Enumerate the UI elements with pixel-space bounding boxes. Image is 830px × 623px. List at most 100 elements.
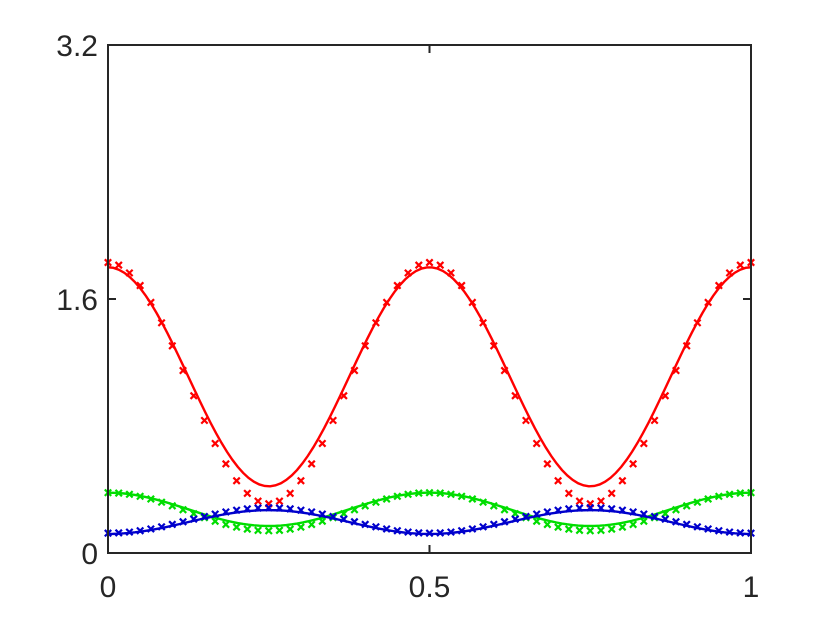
data-point [393, 281, 402, 290]
data-point [543, 520, 552, 529]
data-point [661, 515, 670, 524]
data-point [468, 524, 477, 533]
data-point [264, 503, 273, 512]
data-point [200, 416, 209, 425]
data-point [146, 298, 155, 307]
data-point [457, 526, 466, 535]
data-point [318, 510, 327, 519]
data-point [543, 507, 552, 516]
data-point [350, 517, 359, 526]
data-point [318, 439, 327, 448]
data-point [618, 506, 627, 515]
data-point [221, 520, 230, 529]
data-point [114, 528, 123, 537]
data-point [329, 416, 338, 425]
data-point [596, 526, 605, 535]
data-point [404, 490, 413, 499]
data-point [436, 528, 445, 537]
data-point [532, 510, 541, 519]
data-point [575, 504, 584, 513]
data-point [318, 517, 327, 526]
data-point [286, 504, 295, 513]
data-point [682, 520, 691, 529]
data-point [179, 366, 187, 375]
data-point [436, 489, 445, 498]
data-point [446, 490, 455, 499]
data-point [414, 489, 423, 498]
data-point [479, 522, 488, 531]
data-point [382, 298, 391, 307]
data-point [211, 517, 220, 526]
data-point [114, 489, 123, 498]
y-tick-label: 0 [81, 538, 98, 571]
y-tick-label: 1.6 [56, 284, 98, 317]
data-point [125, 528, 134, 537]
data-point [639, 439, 648, 448]
data-point [564, 504, 573, 513]
data-point [446, 268, 455, 277]
data-point [243, 504, 252, 513]
data-point [425, 529, 434, 538]
data-point [168, 501, 177, 510]
data-point [479, 318, 488, 327]
data-point [629, 520, 638, 529]
data-point [211, 510, 220, 519]
x-tick-label: 0 [100, 571, 117, 604]
data-point [221, 507, 230, 516]
data-point [136, 526, 145, 535]
data-point [564, 525, 573, 534]
data-point [736, 261, 745, 270]
data-point [586, 503, 595, 512]
data-point [296, 506, 305, 515]
data-point [618, 476, 627, 485]
data-point [254, 497, 263, 506]
data-point [168, 520, 177, 529]
data-point [329, 512, 338, 521]
data-point [704, 495, 713, 503]
data-point [714, 526, 723, 535]
data-point [436, 261, 445, 270]
data-point [468, 298, 477, 307]
data-point [489, 341, 498, 350]
data-point [682, 341, 691, 350]
data-point [511, 515, 520, 524]
data-point [500, 505, 509, 514]
data-point [629, 507, 638, 516]
data-point [339, 391, 348, 400]
data-point [629, 459, 638, 468]
data-point [296, 523, 305, 532]
data-point [714, 281, 723, 290]
data-point [457, 492, 466, 501]
data-point [125, 490, 134, 499]
data-point [275, 497, 284, 506]
data-point [146, 524, 155, 533]
data-point [704, 298, 713, 307]
data-point [672, 505, 680, 514]
x-tick-label: 0.5 [409, 571, 451, 604]
data-point [489, 501, 498, 510]
plot-background [108, 45, 751, 553]
series-markers-5 [104, 503, 755, 538]
data-point [596, 497, 605, 506]
data-point [393, 492, 402, 501]
data-point [179, 505, 187, 514]
data-point [639, 517, 648, 526]
data-point [339, 515, 348, 524]
data-point [672, 366, 680, 375]
data-point [554, 476, 563, 485]
data-point [607, 504, 616, 513]
data-point [511, 391, 520, 400]
data-point [489, 520, 498, 529]
data-point [136, 492, 145, 501]
data-point [618, 523, 627, 532]
data-point [243, 525, 252, 534]
data-point [371, 498, 380, 507]
data-point [404, 528, 413, 537]
data-point [286, 489, 295, 498]
data-point [596, 504, 605, 513]
data-point [575, 497, 584, 506]
data-point [693, 318, 702, 327]
data-point [361, 341, 370, 350]
data-point [361, 501, 370, 510]
data-point [736, 489, 745, 498]
